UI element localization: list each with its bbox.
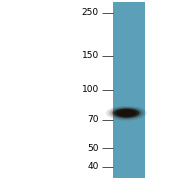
Text: kDa: kDa bbox=[80, 0, 99, 1]
Text: 50: 50 bbox=[87, 144, 99, 153]
Text: 250: 250 bbox=[82, 8, 99, 17]
Ellipse shape bbox=[112, 108, 141, 118]
Text: 150: 150 bbox=[82, 51, 99, 60]
Text: 70: 70 bbox=[87, 115, 99, 124]
Ellipse shape bbox=[106, 106, 147, 121]
Text: 100: 100 bbox=[82, 85, 99, 94]
Bar bbox=[113, 2, 145, 178]
Ellipse shape bbox=[116, 109, 137, 117]
Text: 40: 40 bbox=[87, 163, 99, 172]
Ellipse shape bbox=[109, 107, 144, 119]
Ellipse shape bbox=[114, 109, 139, 118]
